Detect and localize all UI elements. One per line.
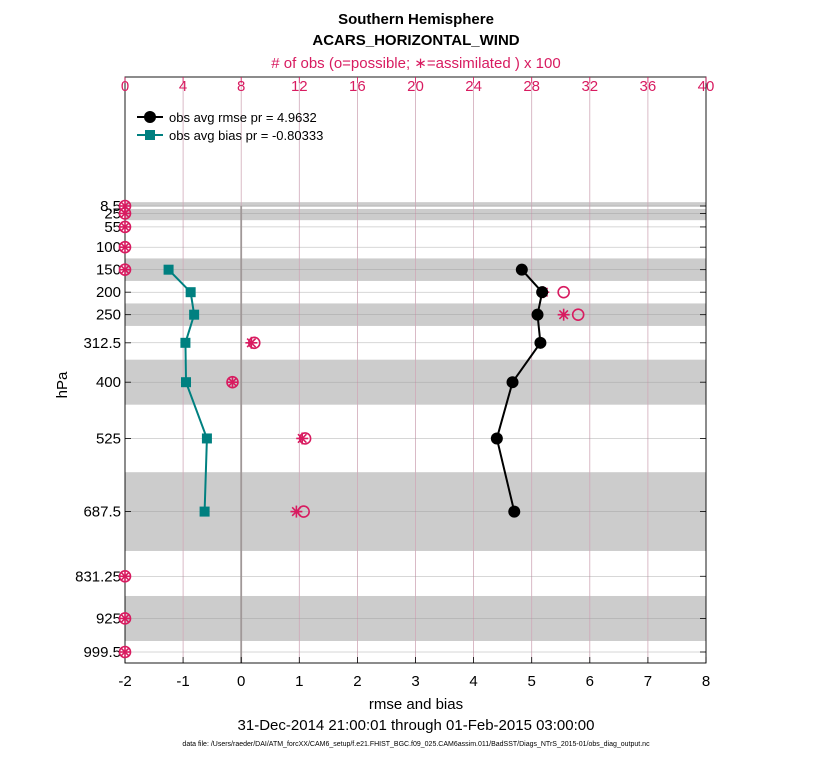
legend-marker: [144, 111, 156, 123]
obs-assimilated-marker: [290, 505, 303, 518]
obs-avg-rmse-point: [531, 308, 544, 321]
obs-assimilated-marker: [119, 612, 131, 625]
top-tick-label: 20: [407, 78, 424, 95]
y-tick-label: 200: [96, 284, 121, 301]
star-stroke: [246, 338, 257, 348]
x-tick-label: 2: [353, 673, 361, 690]
chart-subtitle: ACARS_HORIZONTAL_WIND: [312, 32, 519, 49]
obs-assimilated-marker: [119, 263, 131, 276]
star-stroke: [120, 613, 130, 624]
legend-marker: [145, 130, 155, 140]
top-tick-label: 4: [179, 78, 187, 95]
x-tick-label: 4: [469, 673, 477, 690]
obs-count-markers: [118, 199, 585, 659]
obs-assimilated-marker: [119, 220, 131, 233]
obs-assimilated-marker: [119, 570, 131, 583]
star-stroke: [120, 647, 130, 657]
y-tick-label: 831.25: [75, 568, 121, 585]
obs-avg-rmse-point: [506, 376, 519, 389]
top-tick-label: 40: [698, 78, 715, 95]
top-tick-label: 12: [291, 78, 308, 95]
y-tick-label: 687.5: [83, 504, 121, 521]
x-axis-label: rmse and bias: [369, 696, 463, 713]
top-tick-label: 16: [349, 78, 366, 95]
y-tick-label: 55: [104, 219, 121, 236]
obs-avg-rmse-point: [508, 505, 521, 518]
obs-assimilated-marker: [296, 432, 309, 445]
x-tick-label: 3: [411, 673, 419, 690]
y-tick-label: 999.5: [83, 644, 121, 661]
obs-avg-bias-point: [199, 506, 210, 517]
y-tick-label: 150: [96, 262, 121, 279]
star-stroke: [227, 377, 238, 388]
grid-lines: [125, 77, 706, 663]
star-stroke: [120, 264, 130, 275]
star-stroke: [120, 222, 130, 232]
top-tick-label: 32: [581, 78, 598, 95]
x-tick-label: 6: [586, 673, 594, 690]
top-tick-label: 8: [237, 78, 245, 95]
x-tick-label: 0: [237, 673, 245, 690]
ticks: -2 -1 0 1 2 3 4 5 6 7 80 4 8 12 16 20 24 28 32 36 408.525551…: [75, 77, 714, 690]
obs-avg-bias-point: [189, 309, 200, 320]
y-tick-label: 525: [96, 430, 121, 447]
obs-avg-rmse-point: [536, 286, 549, 299]
y-tick-label: 8.5: [100, 198, 121, 215]
y-tick-label: 250: [96, 307, 121, 324]
top-tick-label: 0: [121, 78, 129, 95]
y-tick-label: 400: [96, 374, 121, 391]
obs-avg-bias-point: [180, 337, 191, 348]
obs-assimilated-marker: [119, 207, 131, 220]
obs-assimilated-marker: [557, 308, 570, 321]
obs-assimilated-marker: [226, 376, 239, 389]
star-stroke: [297, 433, 308, 444]
y-tick-label: 100: [96, 239, 121, 256]
legend-label: obs avg bias pr = -0.80333: [169, 128, 323, 143]
star-stroke: [291, 506, 302, 517]
y-tick-label: 925: [96, 610, 121, 627]
x-tick-label: -2: [118, 673, 131, 690]
legend-label: obs avg rmse pr = 4.9632: [169, 110, 317, 125]
legend: obs avg rmse pr = 4.9632 obs avg bias pr …: [137, 110, 323, 143]
star-stroke: [120, 242, 130, 252]
obs-avg-bias-point: [201, 433, 212, 444]
obs-possible-marker: [557, 285, 570, 299]
star-stroke: [558, 309, 569, 320]
top-axis-label: # of obs (o=possible; ∗=assimilated ) x …: [271, 55, 560, 72]
obs-assimilated-marker: [245, 336, 258, 349]
y-tick-label: 312.5: [83, 335, 121, 352]
obs-possible-marker: [571, 308, 585, 321]
star-stroke: [120, 571, 130, 582]
data-file-note: data file: /Users/raeder/DAI/ATM_forcXX/…: [182, 741, 650, 748]
y-axis-label: hPa: [54, 371, 71, 398]
date-range: 31-Dec-2014 21:00:01 through 01-Feb-2015…: [238, 717, 595, 734]
x-tick-label: 7: [644, 673, 652, 690]
obs-avg-bias-point: [181, 377, 192, 388]
obs-avg-rmse-point: [490, 432, 503, 445]
x-tick-label: 5: [528, 673, 536, 690]
star-stroke: [120, 208, 130, 219]
chart-title: Southern Hemisphere: [338, 11, 494, 28]
obs-avg-bias-point: [185, 287, 196, 298]
obs-avg-rmse-point: [515, 263, 528, 276]
x-tick-label: 8: [702, 673, 710, 690]
obs-assimilated-marker: [119, 241, 131, 254]
top-tick-label: 28: [523, 78, 540, 95]
x-tick-label: 1: [295, 673, 303, 690]
obs-avg-bias-point: [163, 264, 174, 275]
top-tick-label: 36: [640, 78, 657, 95]
series: [163, 263, 549, 518]
y-tick-label: 25: [104, 205, 121, 222]
obs-assimilated-marker: [119, 646, 131, 658]
x-tick-label: -1: [176, 673, 189, 690]
top-tick-label: 24: [465, 78, 482, 95]
obs-avg-rmse-point: [534, 336, 547, 349]
